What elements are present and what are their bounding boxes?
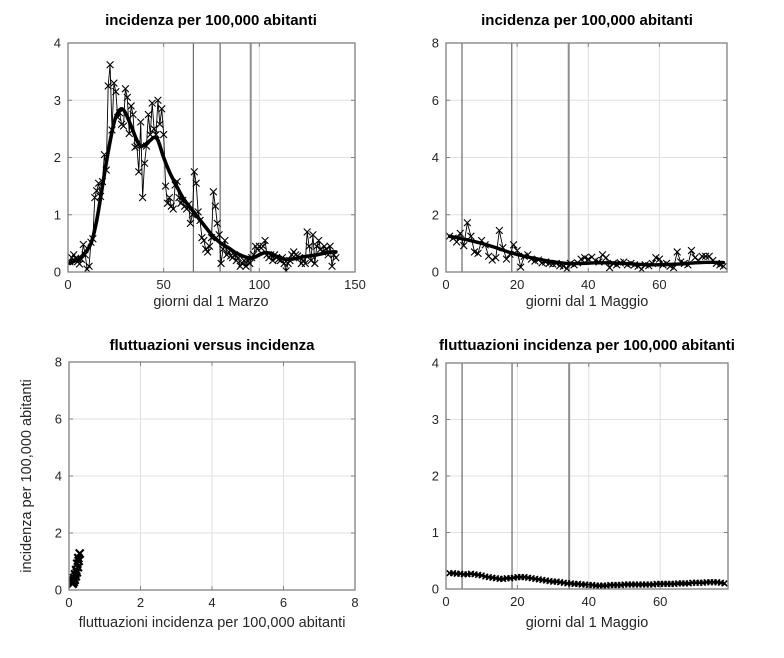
- svg-text:4: 4: [55, 469, 62, 484]
- svg-text:40: 40: [581, 277, 595, 292]
- svg-text:0: 0: [442, 594, 449, 609]
- svg-text:2: 2: [432, 469, 439, 484]
- svg-text:4: 4: [432, 150, 439, 165]
- chart-title: fluttuazioni incidenza per 100,000 abita…: [439, 337, 735, 354]
- chart-top-right-canvas: 0 20 40 60 0 2 4 6 8: [432, 36, 728, 292]
- subplot-bottom-left: 0 2 4 6 8 0 2 4 6 8 fluttuazioni versus incidenza…: [0, 329, 392, 658]
- svg-text:4: 4: [432, 356, 439, 371]
- svg-text:20: 20: [510, 594, 524, 609]
- svg-text:2: 2: [55, 526, 62, 541]
- svg-text:0: 0: [54, 265, 61, 280]
- svg-text:1: 1: [432, 525, 439, 540]
- svg-text:6: 6: [280, 595, 287, 610]
- svg-text:0: 0: [432, 582, 439, 597]
- svg-text:2: 2: [54, 150, 61, 165]
- chart-bottom-left-canvas: 0 2 4 6 8 0 2 4 6 8: [55, 355, 359, 611]
- chart-title: incidenza per 100,000 abitanti: [105, 12, 317, 29]
- chart-top-left-canvas: 0 50 100 150 0 1 2 3 4: [54, 36, 366, 293]
- x-axis-label: giorni dal 1 Marzo: [153, 294, 269, 310]
- svg-text:40: 40: [582, 594, 596, 609]
- subplot-top-left: 0 50 100 150 0 1 2 3 4 incidenza per 100,000 abi…: [0, 0, 392, 329]
- chart-bottom-right-canvas: 0 20 40 60 0 1 2 3 4: [432, 356, 729, 609]
- svg-text:4: 4: [208, 595, 215, 610]
- svg-text:0: 0: [432, 265, 439, 280]
- chart-title: incidenza per 100,000 abitanti: [481, 12, 693, 29]
- svg-text:3: 3: [432, 412, 439, 427]
- svg-text:3: 3: [54, 93, 61, 108]
- svg-text:6: 6: [432, 93, 439, 108]
- x-axis-label: giorni dal 1 Maggio: [525, 615, 649, 631]
- svg-text:2: 2: [432, 207, 439, 222]
- svg-text:0: 0: [442, 277, 449, 292]
- subplot-bottom-right: 0 20 40 60 0 1 2 3 4 fluttuazioni incidenza per …: [392, 329, 784, 658]
- svg-text:0: 0: [65, 595, 72, 610]
- svg-text:1: 1: [54, 207, 61, 222]
- svg-text:2: 2: [137, 595, 144, 610]
- svg-text:20: 20: [510, 277, 524, 292]
- chart-title: fluttuazioni versus incidenza: [109, 337, 315, 354]
- svg-text:8: 8: [55, 355, 62, 370]
- svg-text:0: 0: [55, 583, 62, 598]
- x-axis-label: giorni dal 1 Maggio: [525, 294, 649, 310]
- svg-text:6: 6: [55, 412, 62, 427]
- svg-text:0: 0: [64, 277, 71, 292]
- svg-text:60: 60: [652, 277, 666, 292]
- svg-text:8: 8: [432, 36, 439, 51]
- svg-text:60: 60: [653, 594, 667, 609]
- subplot-top-right: 0 20 40 60 0 2 4 6 8 incidenza per 100,000 abita…: [392, 0, 784, 329]
- svg-text:4: 4: [54, 36, 61, 51]
- svg-text:150: 150: [344, 277, 366, 292]
- svg-text:8: 8: [351, 595, 358, 610]
- x-axis-label: fluttuazioni incidenza per 100,000 abita…: [78, 615, 346, 631]
- y-axis-label: incidenza per 100,000 abitanti: [19, 379, 35, 573]
- svg-text:50: 50: [156, 277, 170, 292]
- svg-text:100: 100: [248, 277, 270, 292]
